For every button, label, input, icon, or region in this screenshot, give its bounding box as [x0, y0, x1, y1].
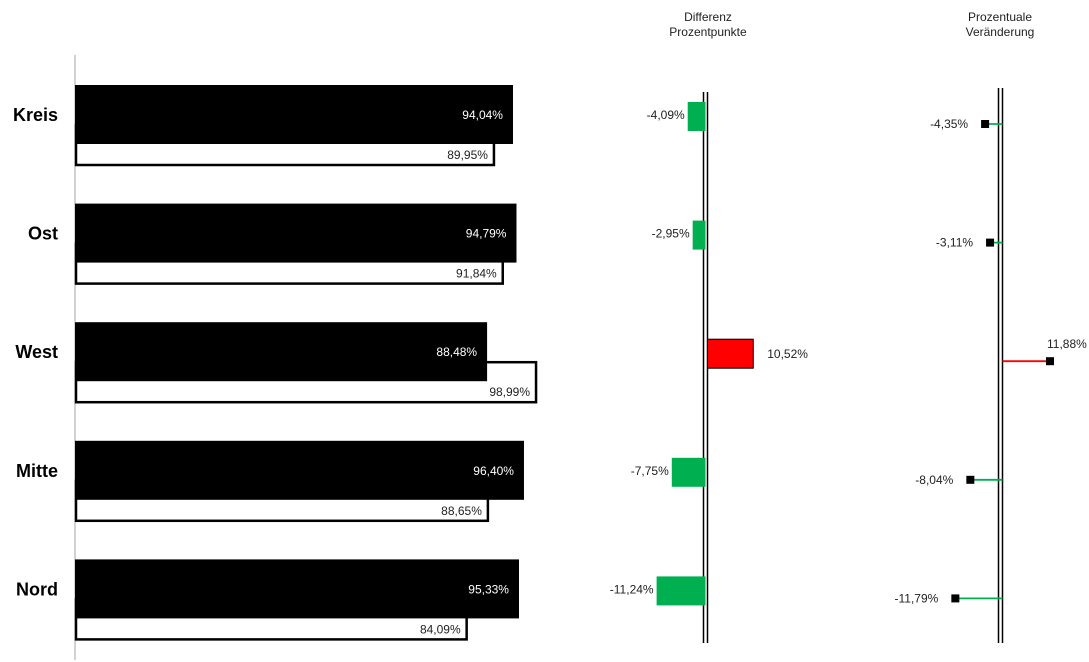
outline-bar-value-label: 84,09%: [420, 622, 461, 636]
percent-change-value-label: -4,35%: [930, 117, 968, 131]
difference-value-label: -2,95%: [652, 227, 690, 241]
filled-bar-value-label: 94,04%: [462, 108, 503, 122]
outline-bar-value-label: 91,84%: [456, 267, 497, 281]
percent-change-value-label: -3,11%: [936, 236, 973, 250]
category-label: Kreis: [13, 105, 58, 125]
category-label: West: [15, 342, 58, 362]
percent-change-value-label: -8,04%: [915, 473, 953, 487]
difference-value-label: 10,52%: [767, 347, 808, 361]
outline-bar-value-label: 88,65%: [441, 504, 482, 518]
category-label: Mitte: [16, 461, 58, 481]
percent-change-value-label: -11,79%: [895, 591, 939, 605]
filled-bar-value-label: 88,48%: [436, 345, 477, 359]
diff-header-line1: Differenz: [684, 10, 732, 24]
percent-change-marker: [1046, 357, 1055, 366]
filled-bar: [75, 85, 513, 144]
filled-bar-value-label: 95,33%: [468, 582, 509, 596]
difference-bar: [692, 220, 706, 250]
difference-value-label: -11,24%: [610, 582, 654, 596]
filled-bar: [75, 322, 488, 382]
difference-bar: [687, 102, 706, 131]
diff-header-line2: Prozentpunkte: [669, 25, 747, 39]
pct-header-line2: Veränderung: [966, 25, 1035, 39]
outline-bar-value-label: 98,99%: [489, 385, 530, 399]
category-label: Ost: [28, 224, 58, 244]
difference-value-label: -7,75%: [631, 464, 669, 478]
difference-bar: [656, 576, 706, 606]
percent-change-value-label: 11,88%: [1047, 337, 1087, 351]
category-label: Nord: [16, 579, 58, 599]
outline-bar-value-label: 89,95%: [447, 148, 488, 162]
pct-header-line1: Prozentuale: [968, 10, 1032, 24]
difference-bar: [707, 338, 754, 369]
percent-change-marker: [986, 238, 995, 247]
difference-value-label: -4,09%: [647, 108, 685, 122]
filled-bar: [75, 203, 517, 263]
filled-bar-value-label: 94,79%: [466, 227, 507, 241]
percent-change-marker: [966, 475, 975, 484]
filled-bar: [75, 559, 519, 619]
filled-bar-value-label: 96,40%: [473, 464, 514, 478]
filled-bar: [75, 440, 524, 500]
percent-change-marker: [951, 594, 960, 603]
difference-bar: [671, 457, 706, 487]
percent-change-marker: [981, 120, 990, 128]
